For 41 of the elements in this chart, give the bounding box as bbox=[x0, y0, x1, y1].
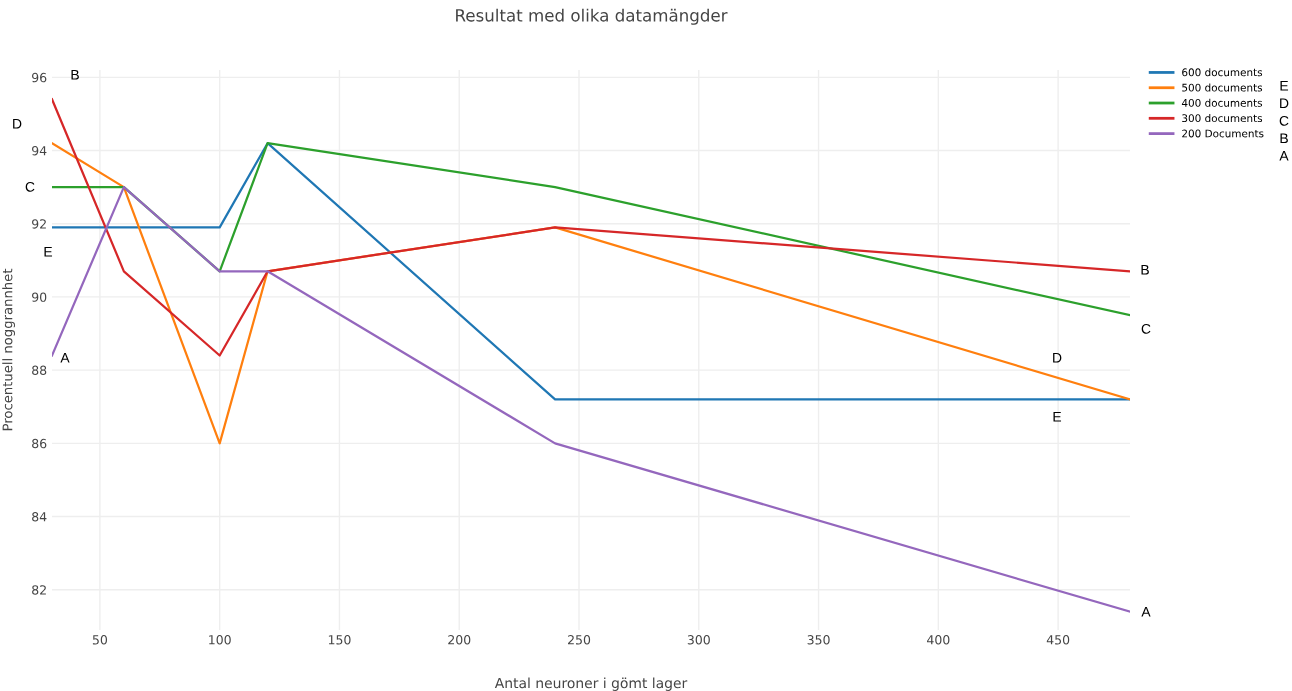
x-tick-label: 450 bbox=[1046, 635, 1070, 645]
text: C bbox=[25, 181, 35, 192]
x-tick-label: 400 bbox=[927, 635, 950, 645]
text: C bbox=[1141, 323, 1151, 334]
chart-title: Resultat med olika datamängder bbox=[456, 8, 728, 25]
annotation: A bbox=[60, 353, 70, 363]
annotation: E bbox=[44, 247, 53, 257]
text: C bbox=[1279, 115, 1289, 126]
x-tick-label: 250 bbox=[568, 635, 591, 645]
legend-label: 500 documents bbox=[1182, 83, 1263, 92]
annotation: D bbox=[1053, 353, 1062, 363]
text: B bbox=[1280, 133, 1288, 144]
text: B bbox=[1141, 265, 1149, 275]
y-tick-label: 92 bbox=[32, 219, 46, 229]
x-tick-label: 100 bbox=[209, 635, 231, 645]
line-series bbox=[52, 186, 1130, 613]
text: A bbox=[1141, 607, 1151, 617]
text: D bbox=[1280, 98, 1289, 109]
legend-label: 300 documents bbox=[1182, 114, 1263, 123]
y-tick-label: 90 bbox=[32, 292, 47, 302]
annotation: E bbox=[1053, 412, 1062, 422]
x-tick-label: 300 bbox=[687, 635, 710, 645]
text: A bbox=[1279, 151, 1289, 161]
x-tick-label: 150 bbox=[328, 635, 351, 645]
y-tick-label: 84 bbox=[32, 512, 47, 522]
x-axis-title: Antal neuroner i gömt lager bbox=[494, 677, 688, 691]
y-axis-title: Procentuell noggrannhet bbox=[2, 268, 15, 431]
y-tick-label: 82 bbox=[32, 585, 46, 595]
legend-label: 200 Documents bbox=[1182, 129, 1264, 138]
annotation: B bbox=[71, 70, 79, 80]
text: E bbox=[1280, 81, 1289, 91]
y-tick-label: 94 bbox=[32, 145, 47, 156]
y-tick-label: 96 bbox=[32, 72, 47, 83]
x-tick-label: 350 bbox=[807, 635, 830, 645]
text: D bbox=[13, 119, 22, 129]
y-tick-label: 86 bbox=[32, 438, 47, 449]
x-tick-label: 200 bbox=[448, 635, 471, 645]
legend-label: 400 documents bbox=[1181, 98, 1263, 107]
x-tick-label: 50 bbox=[92, 635, 108, 645]
y-tick-label: 88 bbox=[32, 365, 47, 376]
legend-label: 600 documents bbox=[1182, 68, 1263, 77]
